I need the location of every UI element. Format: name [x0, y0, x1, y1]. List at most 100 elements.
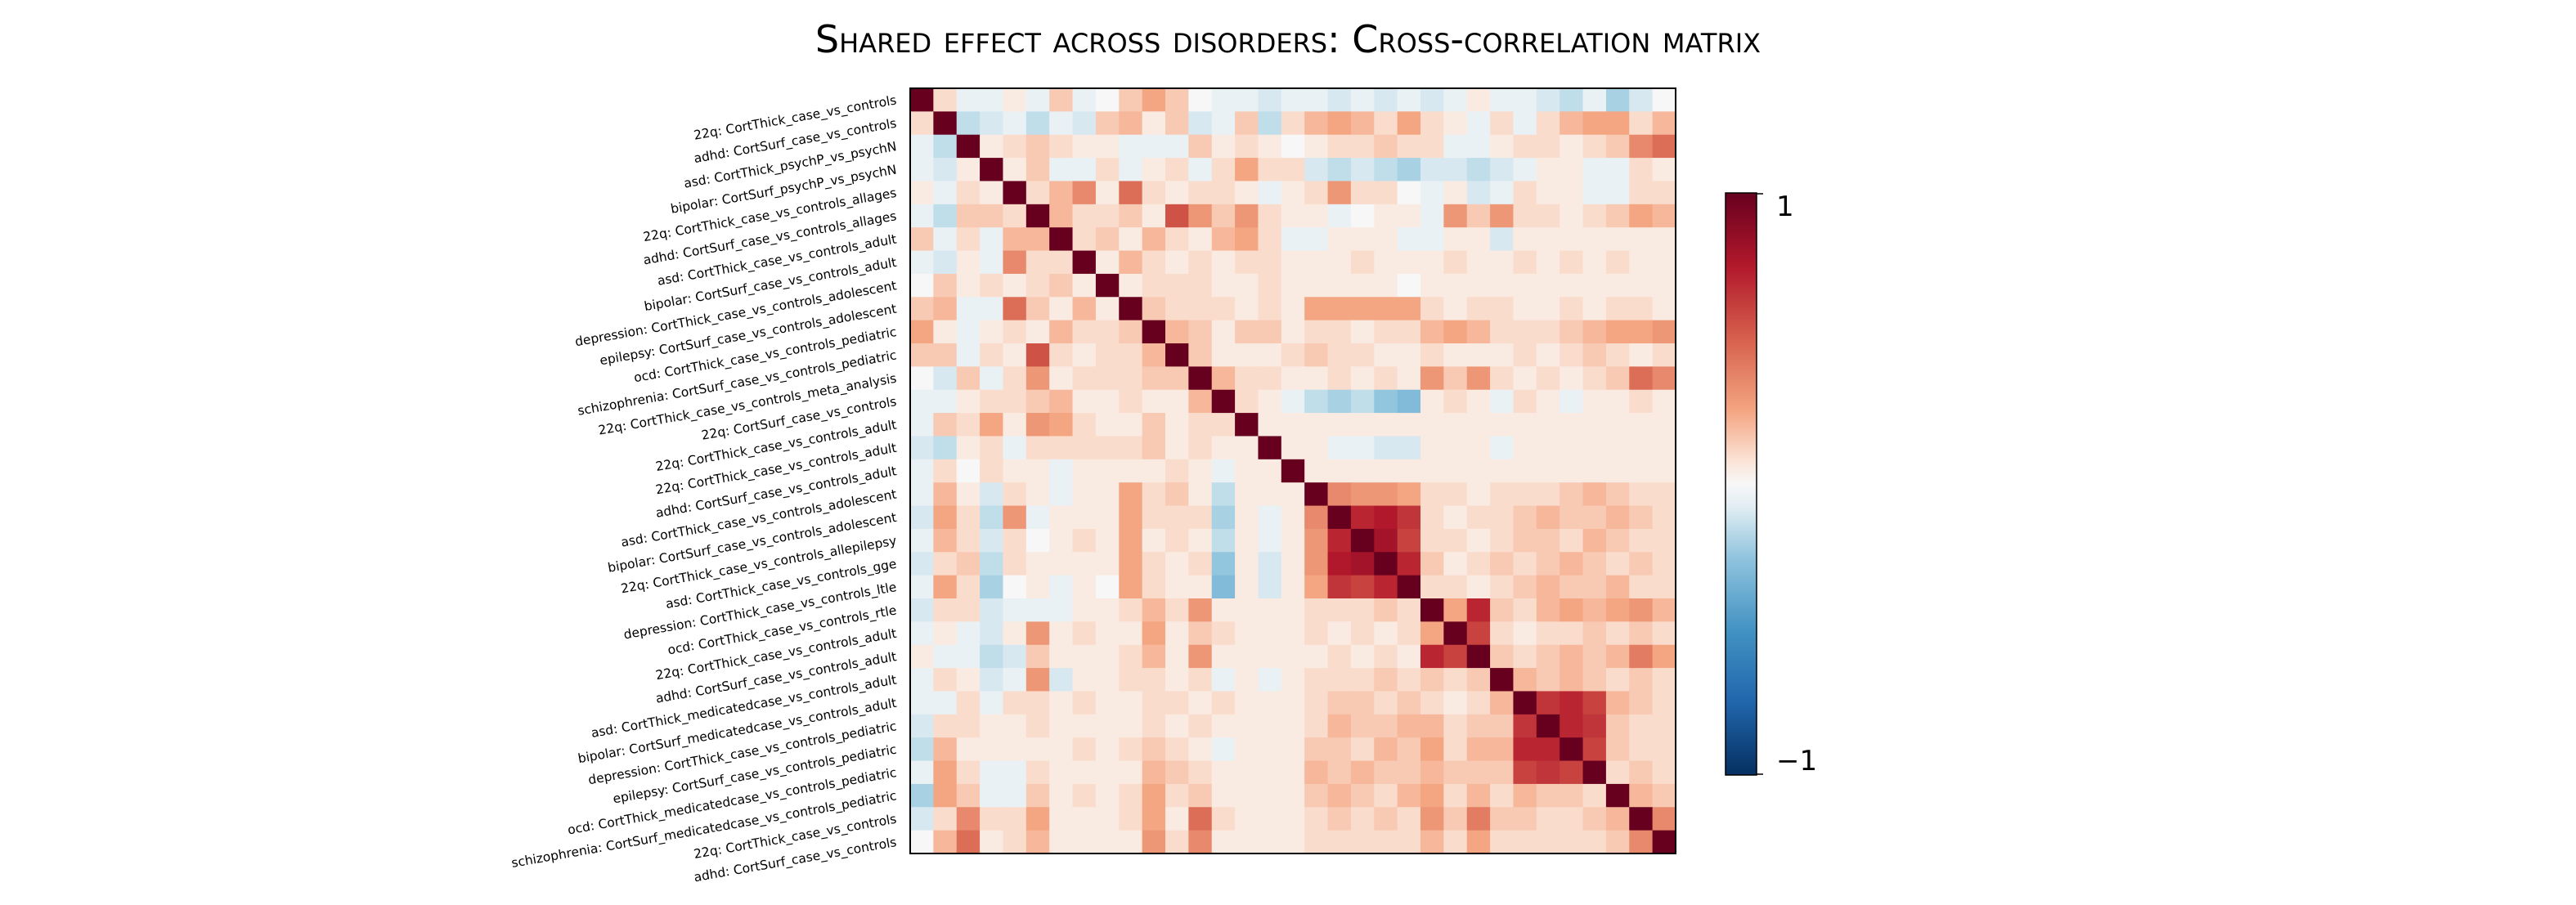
heatmap-cell	[1049, 575, 1074, 599]
heatmap-cell	[1025, 459, 1050, 483]
heatmap-cell	[1582, 528, 1607, 553]
heatmap-cell	[1536, 389, 1560, 414]
heatmap-cell	[1304, 297, 1329, 321]
heatmap-cell	[1582, 783, 1607, 808]
heatmap-cell	[1258, 436, 1282, 460]
heatmap-cell	[1119, 134, 1143, 159]
heatmap-cell	[1049, 668, 1074, 692]
heatmap-cell	[910, 320, 934, 344]
heatmap-cell	[1652, 366, 1676, 391]
heatmap-cell	[1560, 320, 1584, 344]
heatmap-cell	[1188, 227, 1213, 252]
heatmap-cell	[1095, 459, 1120, 483]
heatmap-cell	[1188, 691, 1213, 715]
heatmap-cell	[1629, 552, 1654, 576]
heatmap-cell	[1211, 134, 1236, 159]
heatmap-cell	[933, 807, 958, 831]
heatmap-cell	[1258, 760, 1282, 785]
heatmap-cell	[1490, 691, 1515, 715]
heatmap-cell	[1072, 760, 1097, 785]
heatmap-cell	[1327, 227, 1352, 252]
heatmap-cell	[1397, 111, 1421, 136]
heatmap-cell	[1466, 181, 1491, 205]
heatmap-cell	[1003, 714, 1027, 738]
heatmap-cell	[1188, 436, 1213, 460]
heatmap-cell	[1536, 807, 1560, 831]
heatmap-cell	[1350, 158, 1375, 182]
heatmap-cell	[980, 505, 1004, 530]
heatmap-cell	[1235, 250, 1259, 275]
heatmap-cell	[1536, 691, 1560, 715]
heatmap-cell	[1513, 760, 1537, 785]
heatmap-cell	[1258, 482, 1282, 507]
heatmap-cell	[1443, 134, 1468, 159]
heatmap-cell	[1536, 111, 1560, 136]
heatmap-cell	[1605, 366, 1630, 391]
heatmap-cell	[1258, 389, 1282, 414]
heatmap-cell	[1003, 181, 1027, 205]
heatmap-cell	[1235, 227, 1259, 252]
heatmap-cell	[1188, 575, 1213, 599]
heatmap-cell	[1119, 389, 1143, 414]
heatmap-cell	[1119, 482, 1143, 507]
heatmap-cell	[1443, 158, 1468, 182]
heatmap-cell	[1281, 297, 1305, 321]
heatmap-cell	[1095, 575, 1120, 599]
heatmap-cell	[1397, 181, 1421, 205]
heatmap-cell	[933, 621, 958, 646]
heatmap-cell	[1605, 181, 1630, 205]
heatmap-cell	[980, 737, 1004, 762]
heatmap-cell	[1374, 320, 1398, 344]
heatmap-cell	[1420, 598, 1444, 622]
heatmap-cell	[1350, 760, 1375, 785]
heatmap-cell	[1605, 320, 1630, 344]
heatmap-cell	[1582, 691, 1607, 715]
heatmap-cell	[1235, 88, 1259, 112]
heatmap-cell	[1165, 320, 1189, 344]
heatmap-cell	[1350, 297, 1375, 321]
heatmap-cell	[1536, 528, 1560, 553]
heatmap-cell	[1211, 389, 1236, 414]
heatmap-cell	[1629, 413, 1654, 437]
heatmap-cell	[1605, 389, 1630, 414]
heatmap-cell	[1466, 436, 1491, 460]
heatmap-cell	[1420, 273, 1444, 298]
heatmap-cell	[1235, 691, 1259, 715]
heatmap-cell	[1142, 598, 1166, 622]
heatmap-cell	[1443, 366, 1468, 391]
heatmap-cell	[1003, 505, 1027, 530]
heatmap-cell	[1235, 552, 1259, 576]
heatmap-cell	[1072, 830, 1097, 854]
heatmap-cell	[1350, 320, 1375, 344]
heatmap-cell	[1188, 807, 1213, 831]
heatmap-cell	[1049, 737, 1074, 762]
heatmap-cell	[1629, 134, 1654, 159]
heatmap-cell	[1443, 111, 1468, 136]
heatmap-cell	[1258, 204, 1282, 228]
heatmap-cell	[1582, 158, 1607, 182]
heatmap-cell	[1536, 158, 1560, 182]
heatmap-cell	[1536, 598, 1560, 622]
heatmap-cell	[1211, 830, 1236, 854]
heatmap-cell	[1490, 668, 1515, 692]
heatmap-cell	[1605, 621, 1630, 646]
heatmap-cell	[980, 273, 1004, 298]
heatmap-cell	[980, 575, 1004, 599]
heatmap-cell	[1258, 505, 1282, 530]
heatmap-cell	[1582, 389, 1607, 414]
heatmap-cell	[1605, 830, 1630, 854]
heatmap-cell	[1211, 413, 1236, 437]
heatmap-cell	[1513, 575, 1537, 599]
heatmap-cell	[1560, 343, 1584, 367]
heatmap-cell	[1629, 668, 1654, 692]
heatmap-cell	[1211, 668, 1236, 692]
heatmap-cell	[910, 505, 934, 530]
heatmap-cell	[1211, 552, 1236, 576]
heatmap-cell	[1049, 181, 1074, 205]
heatmap-cell	[1466, 111, 1491, 136]
heatmap-cell	[1235, 366, 1259, 391]
heatmap-cell	[1025, 250, 1050, 275]
heatmap-cell	[1513, 528, 1537, 553]
heatmap-cell	[1327, 737, 1352, 762]
